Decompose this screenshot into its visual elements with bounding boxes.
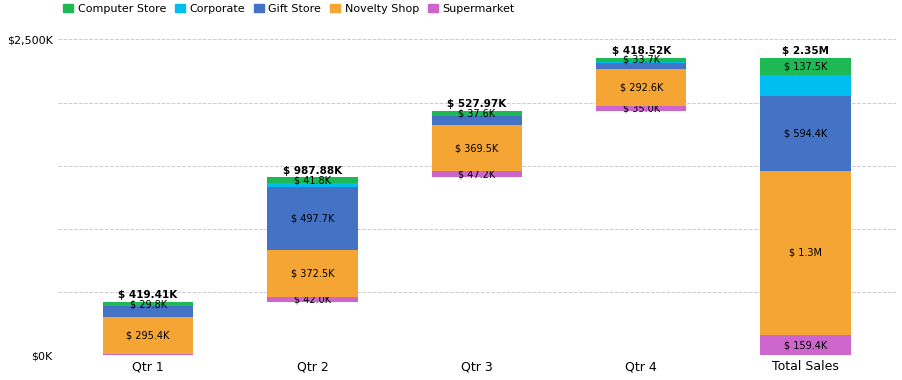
- Bar: [267, 187, 357, 250]
- Text: $ 41.8K: $ 41.8K: [294, 175, 331, 185]
- Bar: [759, 75, 850, 96]
- Bar: [595, 63, 686, 70]
- Bar: [759, 171, 850, 335]
- Text: $ 497.7K: $ 497.7K: [290, 214, 334, 223]
- Bar: [103, 306, 193, 317]
- Text: $ 47.2K: $ 47.2K: [457, 169, 495, 179]
- Bar: [431, 125, 521, 171]
- Text: $ 35.0K: $ 35.0K: [622, 103, 659, 114]
- Text: $ 33.7K: $ 33.7K: [622, 55, 659, 65]
- Bar: [595, 58, 686, 62]
- Text: $ 292.6K: $ 292.6K: [619, 83, 662, 93]
- Bar: [759, 96, 850, 171]
- Text: $ 987.88K: $ 987.88K: [282, 166, 342, 176]
- Text: $ 372.5K: $ 372.5K: [290, 268, 334, 279]
- Bar: [431, 116, 521, 125]
- Legend: Computer Store, Corporate, Gift Store, Novelty Shop, Supermarket: Computer Store, Corporate, Gift Store, N…: [63, 4, 514, 14]
- Text: $ 137.5K: $ 137.5K: [783, 62, 826, 71]
- Bar: [267, 250, 357, 297]
- Bar: [103, 302, 193, 306]
- Bar: [759, 335, 850, 355]
- Bar: [267, 177, 357, 183]
- Text: $ 527.97K: $ 527.97K: [446, 99, 506, 109]
- Bar: [103, 317, 193, 355]
- Text: $ 295.4K: $ 295.4K: [126, 331, 170, 341]
- Bar: [267, 183, 357, 187]
- Bar: [595, 70, 686, 106]
- Text: $ 37.6K: $ 37.6K: [458, 108, 495, 118]
- Text: $ 594.4K: $ 594.4K: [783, 128, 826, 138]
- Text: $ 419.41K: $ 419.41K: [118, 290, 178, 300]
- Text: $ 29.8K: $ 29.8K: [129, 299, 167, 309]
- Text: $ 418.52K: $ 418.52K: [611, 46, 670, 56]
- Bar: [759, 58, 850, 75]
- Text: $ 1.3M: $ 1.3M: [788, 248, 821, 258]
- Text: $ 159.4K: $ 159.4K: [783, 340, 826, 350]
- Bar: [595, 62, 686, 63]
- Text: $ 369.5K: $ 369.5K: [455, 143, 498, 153]
- Bar: [267, 297, 357, 302]
- Bar: [595, 106, 686, 111]
- Bar: [431, 171, 521, 177]
- Text: $ 42.0K: $ 42.0K: [293, 294, 331, 304]
- Text: $ 2.35M: $ 2.35M: [781, 46, 828, 56]
- Bar: [431, 111, 521, 116]
